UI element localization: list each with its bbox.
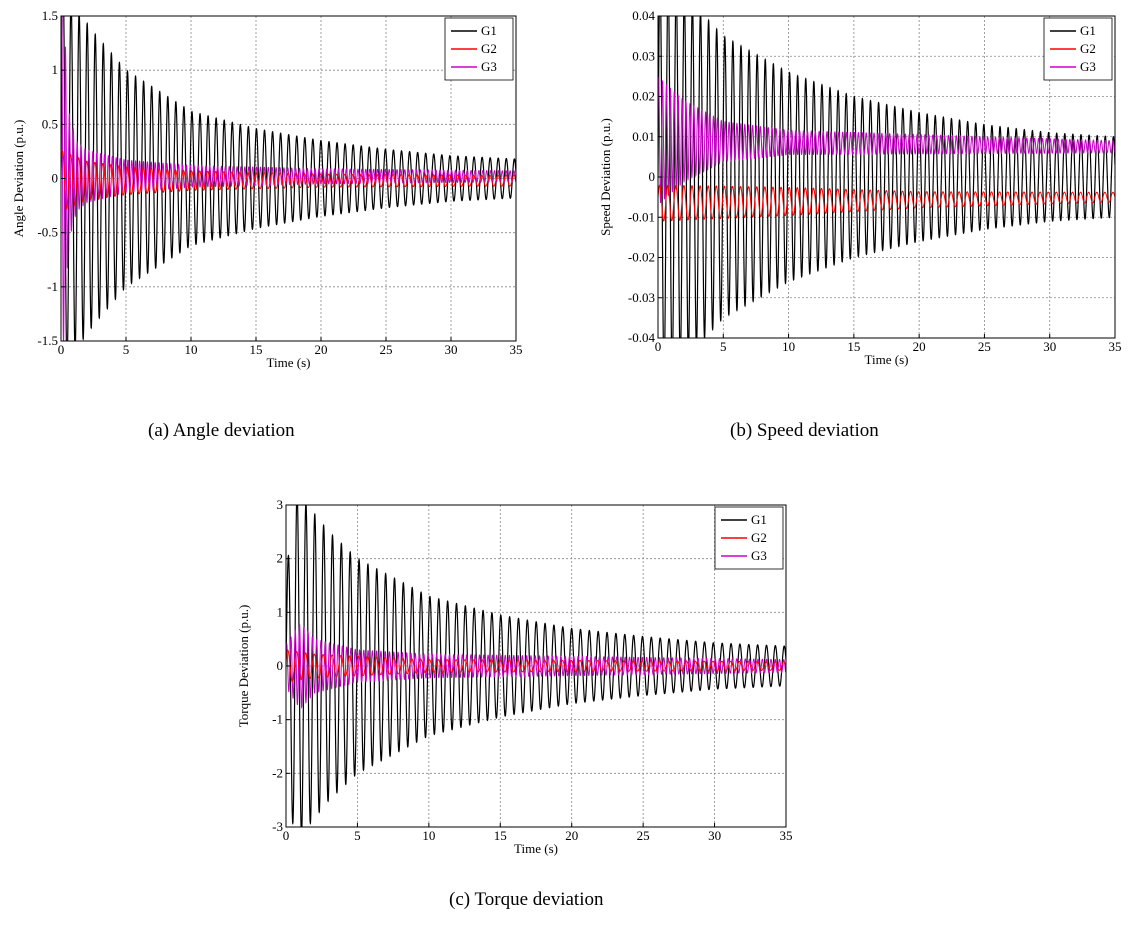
y-tick-label: -0.03 <box>628 290 655 305</box>
y-tick-label: 1.5 <box>42 8 58 23</box>
x-tick-label: 5 <box>720 339 727 354</box>
legend-label-G3: G3 <box>1080 59 1096 74</box>
y-tick-label: -3 <box>272 819 283 834</box>
y-tick-label: 1 <box>277 604 284 619</box>
y-tick-label: 0 <box>277 658 284 673</box>
x-tick-label: 25 <box>637 828 650 843</box>
x-tick-label: 0 <box>58 342 65 357</box>
legend <box>1043 17 1113 81</box>
x-tick-label: 10 <box>422 828 435 843</box>
x-tick-label: 5 <box>354 828 361 843</box>
series-line-G3 <box>658 76 1115 203</box>
x-tick-label: 25 <box>978 339 991 354</box>
y-tick-label: 2 <box>277 551 284 566</box>
series-line-G1 <box>658 16 1115 338</box>
y-tick-label: 0.03 <box>632 48 655 63</box>
x-tick-label: 35 <box>780 828 793 843</box>
y-tick-label: 0 <box>649 169 656 184</box>
legend-label-G3: G3 <box>751 548 767 563</box>
x-tick-label: 10 <box>185 342 198 357</box>
panel-angle-deviation: (a) Angle deviation 0 5 10 15 20 25 30 35-1.5-1… <box>11 8 523 441</box>
series-line-G3 <box>286 623 786 710</box>
x-tick-label: 10 <box>782 339 795 354</box>
y-tick-label: 0.04 <box>632 8 655 23</box>
y-tick-label: -1 <box>272 712 283 727</box>
x-tick-label: 15 <box>250 342 263 357</box>
x-axis-label: Time (s) <box>267 355 311 370</box>
y-axis-label: Speed Deviation (p.u.) <box>598 118 613 236</box>
x-tick-label: 5 <box>123 342 130 357</box>
x-tick-label: 20 <box>315 342 328 357</box>
x-tick-label: 15 <box>494 828 507 843</box>
y-tick-label: 0.5 <box>42 116 58 131</box>
y-tick-label: 3 <box>277 497 284 512</box>
x-tick-label: 15 <box>847 339 860 354</box>
series-line-G2 <box>658 184 1115 222</box>
caption-b: (b) Speed deviation <box>730 420 879 441</box>
x-tick-label: 30 <box>1043 339 1056 354</box>
x-tick-label: 35 <box>1109 339 1122 354</box>
legend-label-G2: G2 <box>1080 41 1096 56</box>
legend-label-G2: G2 <box>751 530 767 545</box>
x-tick-label: 0 <box>283 828 290 843</box>
y-tick-label: -0.02 <box>628 250 655 265</box>
y-tick-label: 0.01 <box>632 129 655 144</box>
y-tick-label: 0 <box>52 171 59 186</box>
y-tick-label: 1 <box>52 62 59 77</box>
legend-label-G1: G1 <box>1080 23 1096 38</box>
panel-speed-deviation: (b) Speed deviation 0 5 10 15 20 25 30 35 -0.04 -… <box>598 8 1122 441</box>
x-tick-label: 35 <box>510 342 523 357</box>
series-line-G2 <box>61 150 516 210</box>
y-axis-label: Angle Deviation (p.u.) <box>11 120 26 238</box>
x-axis-label: Time (s) <box>514 841 558 856</box>
x-tick-label: 25 <box>380 342 393 357</box>
legend-label-G2: G2 <box>481 41 497 56</box>
y-tick-label: -0.5 <box>37 225 58 240</box>
legend-label-G1: G1 <box>481 23 497 38</box>
x-tick-label: 30 <box>708 828 721 843</box>
x-tick-label: 20 <box>913 339 926 354</box>
legend-label-G3: G3 <box>481 59 497 74</box>
y-tick-label: -1.5 <box>37 333 58 348</box>
panel-torque-deviation: (c) Torque deviation 0 5 10 15 20 25 30 35-3-2-… <box>236 497 793 910</box>
legend-label-G1: G1 <box>751 512 767 527</box>
series-line-G2 <box>286 649 786 682</box>
caption-a: (a) Angle deviation <box>148 420 295 441</box>
y-tick-label: -1 <box>47 279 58 294</box>
x-tick-label: 30 <box>445 342 458 357</box>
y-tick-label: -0.04 <box>628 330 656 345</box>
y-tick-label: -2 <box>272 765 283 780</box>
y-axis-label: Torque Deviation (p.u.) <box>236 605 251 728</box>
x-tick-label: 20 <box>565 828 578 843</box>
caption-c: (c) Torque deviation <box>449 889 604 910</box>
y-tick-label: 0.02 <box>632 89 655 104</box>
y-tick-label: -0.01 <box>628 209 655 224</box>
x-tick-label: 0 <box>655 339 662 354</box>
x-axis-label: Time (s) <box>865 352 909 367</box>
